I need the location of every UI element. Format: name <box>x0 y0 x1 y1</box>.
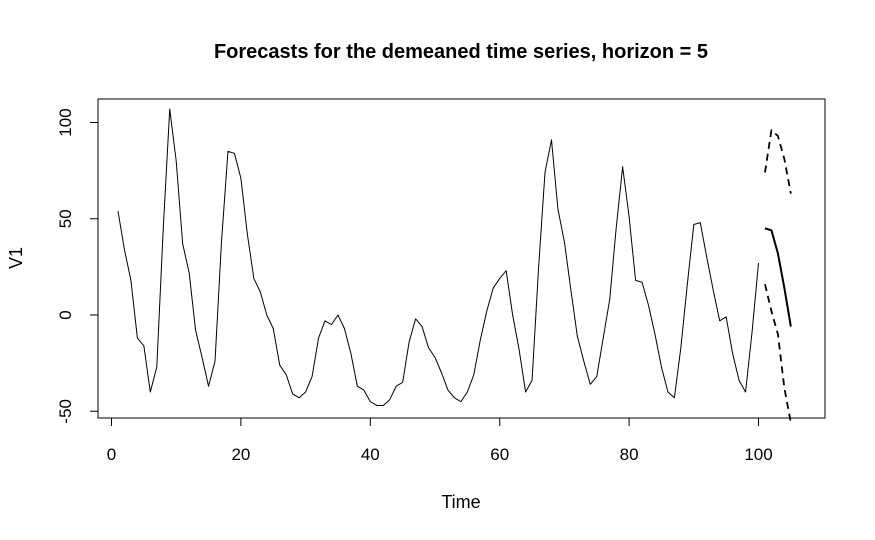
x-tick-label: 60 <box>490 445 509 464</box>
x-axis: 0 20 40 60 80 100 <box>107 417 773 464</box>
x-tick-label: 0 <box>107 445 116 464</box>
y-axis-title: V1 <box>6 247 26 269</box>
series-line-3 <box>764 283 792 423</box>
series-layer <box>117 108 792 423</box>
y-axis: -50 0 50 100 <box>56 108 99 424</box>
x-axis-title: Time <box>441 492 480 512</box>
chart-title: Forecasts for the demeaned time series, … <box>214 41 708 63</box>
x-tick-label: 80 <box>620 445 639 464</box>
series-line-0 <box>117 108 759 406</box>
y-tick-label: 100 <box>56 108 75 136</box>
series-line-2 <box>764 129 792 194</box>
y-tick-label: -50 <box>56 399 75 424</box>
y-tick-label: 0 <box>56 310 75 319</box>
x-tick-label: 40 <box>361 445 380 464</box>
x-tick-label: 100 <box>744 445 772 464</box>
series-line-1 <box>764 227 792 327</box>
x-tick-label: 20 <box>231 445 250 464</box>
plot-frame <box>97 98 826 419</box>
y-tick-label: 50 <box>56 209 75 228</box>
